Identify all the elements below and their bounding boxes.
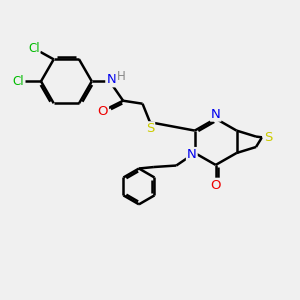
- Text: Cl: Cl: [28, 42, 40, 55]
- Text: S: S: [146, 122, 154, 135]
- Text: O: O: [210, 179, 221, 192]
- Text: N: N: [106, 73, 116, 86]
- Text: N: N: [211, 108, 220, 121]
- Text: H: H: [117, 70, 125, 83]
- Text: Cl: Cl: [12, 75, 24, 88]
- Text: S: S: [264, 131, 272, 144]
- Text: O: O: [98, 105, 108, 118]
- Text: N: N: [187, 148, 197, 161]
